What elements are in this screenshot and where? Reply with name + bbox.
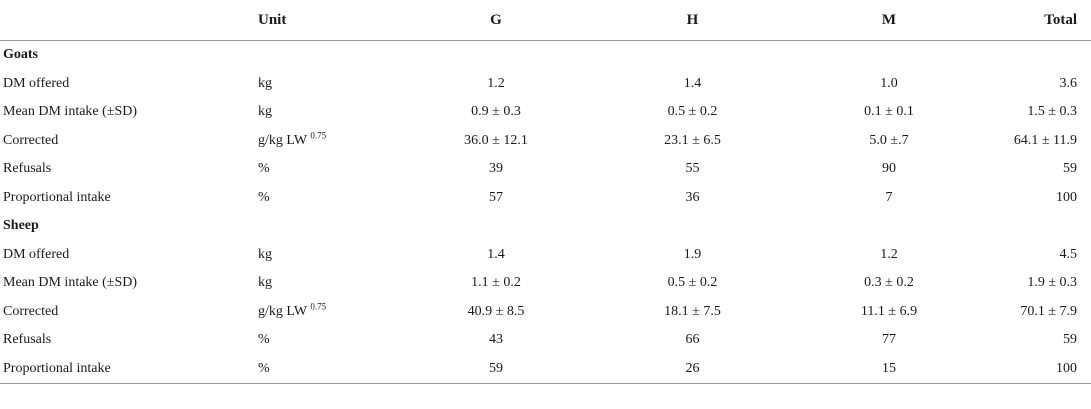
table-row: Mean DM intake (±SD) kg 0.9 ± 0.3 0.5 ± … xyxy=(0,98,1091,127)
row-label: DM offered xyxy=(3,246,70,262)
cell-h: 66 xyxy=(685,332,700,348)
cell-g: 59 xyxy=(396,354,596,384)
row-label: Mean DM intake (±SD) xyxy=(3,275,138,291)
group-label: Goats xyxy=(3,47,38,63)
cell-h: 26 xyxy=(596,354,789,384)
cell-total: 3.6 xyxy=(1059,75,1078,91)
cell-g: 1.1 ± 0.2 xyxy=(471,275,521,291)
group-label: Sheep xyxy=(3,218,39,234)
cell-total: 100 xyxy=(1056,189,1077,205)
cell-g: 57 xyxy=(489,189,503,205)
row-label: Mean DM intake (±SD) xyxy=(3,104,138,120)
intake-table: Unit G H M Total Goats DM offered kg 1.2… xyxy=(0,0,1091,384)
cell-g: 1.4 xyxy=(487,246,505,262)
cell-g: 39 xyxy=(489,161,503,177)
header-m: M xyxy=(789,0,989,41)
cell-h: 36 xyxy=(685,189,700,205)
row-label: Proportional intake xyxy=(0,354,258,384)
header-label xyxy=(0,0,258,41)
header-unit: Unit xyxy=(258,0,396,41)
cell-total: 4.5 xyxy=(1059,246,1078,262)
table-body: Goats DM offered kg 1.2 1.4 1.0 3.6 Mean… xyxy=(0,41,1091,384)
row-label: Corrected xyxy=(3,303,59,319)
cell-total: 70.1 ± 7.9 xyxy=(1020,303,1077,319)
table-row: Mean DM intake (±SD) kg 1.1 ± 0.2 0.5 ± … xyxy=(0,269,1091,298)
cell-m: 1.2 xyxy=(880,246,898,262)
row-label: Refusals xyxy=(3,332,52,348)
row-label: Proportional intake xyxy=(3,189,111,205)
header-row: Unit G H M Total xyxy=(0,0,1091,41)
header-g: G xyxy=(396,0,596,41)
header-h: H xyxy=(596,0,789,41)
row-unit: g/kg LW 0.75 xyxy=(258,301,327,319)
row-unit: g/kg LW 0.75 xyxy=(258,130,327,148)
cell-g: 0.9 ± 0.3 xyxy=(471,104,521,120)
cell-m: 90 xyxy=(882,161,896,177)
cell-m: 0.1 ± 0.1 xyxy=(864,104,914,120)
row-unit: kg xyxy=(258,275,272,291)
cell-h: 23.1 ± 6.5 xyxy=(664,132,721,148)
cell-m: 1.0 xyxy=(880,75,898,91)
cell-g: 43 xyxy=(489,332,503,348)
cell-h: 1.4 xyxy=(683,75,702,91)
cell-total: 1.5 ± 0.3 xyxy=(1027,104,1077,120)
cell-g: 40.9 ± 8.5 xyxy=(467,303,525,319)
group-row-sheep: Sheep xyxy=(0,212,1091,241)
row-unit: % xyxy=(258,161,270,177)
row-unit: % xyxy=(258,354,396,384)
cell-m: 77 xyxy=(882,332,896,348)
row-unit: % xyxy=(258,332,270,348)
cell-h: 55 xyxy=(685,161,700,177)
table-row: Corrected g/kg LW 0.75 36.0 ± 12.1 23.1 … xyxy=(0,127,1091,156)
cell-total: 64.1 ± 11.9 xyxy=(1013,132,1077,148)
cell-h: 18.1 ± 7.5 xyxy=(664,303,721,319)
table-row: Proportional intake % 57 36 7 100 xyxy=(0,184,1091,213)
header-total: Total xyxy=(989,0,1091,41)
table-row: Corrected g/kg LW 0.75 40.9 ± 8.5 18.1 ±… xyxy=(0,298,1091,327)
table-row: DM offered kg 1.4 1.9 1.2 4.5 xyxy=(0,241,1091,270)
cell-m: 11.1 ± 6.9 xyxy=(860,303,918,319)
row-label: DM offered xyxy=(3,75,70,91)
row-unit: kg xyxy=(258,104,272,120)
group-row-goats: Goats xyxy=(0,41,1091,70)
cell-h: 1.9 xyxy=(683,246,702,262)
table-row: DM offered kg 1.2 1.4 1.0 3.6 xyxy=(0,70,1091,99)
row-unit: kg xyxy=(258,246,272,262)
row-unit: % xyxy=(258,189,270,205)
row-unit: kg xyxy=(258,75,272,91)
cell-total: 59 xyxy=(1063,161,1077,177)
row-label: Refusals xyxy=(3,161,52,177)
cell-g: 36.0 ± 12.1 xyxy=(464,132,528,148)
cell-m: 15 xyxy=(789,354,989,384)
row-label: Corrected xyxy=(3,132,59,148)
cell-h: 0.5 ± 0.2 xyxy=(667,275,718,291)
cell-total: 100 xyxy=(989,354,1091,384)
cell-m: 5.0 ±.7 xyxy=(869,132,909,148)
cell-total: 59 xyxy=(1063,332,1077,348)
table-row: Refusals % 43 66 77 59 xyxy=(0,326,1091,355)
cell-h: 0.5 ± 0.2 xyxy=(667,104,718,120)
table-row: Refusals % 39 55 90 59 xyxy=(0,155,1091,184)
table-row: Proportional intake % 59 26 15 100 xyxy=(0,354,1091,384)
cell-g: 1.2 xyxy=(487,75,505,91)
table-header: Unit G H M Total xyxy=(0,0,1091,41)
cell-m: 7 xyxy=(885,189,893,205)
cell-total: 1.9 ± 0.3 xyxy=(1027,275,1077,291)
cell-m: 0.3 ± 0.2 xyxy=(864,275,914,291)
